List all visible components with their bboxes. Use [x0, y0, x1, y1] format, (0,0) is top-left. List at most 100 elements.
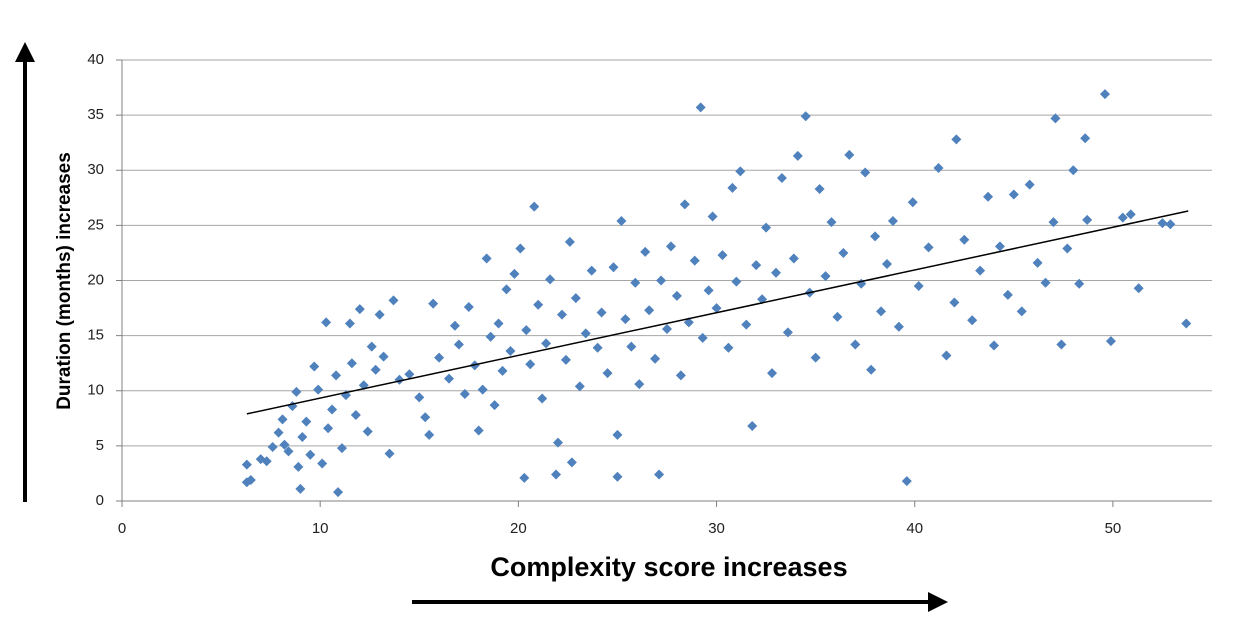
data-point [893, 321, 904, 332]
y-axis-label: Duration (months) increases [54, 152, 75, 410]
data-point [1008, 189, 1019, 200]
data-point [317, 458, 328, 469]
data-point [941, 350, 952, 361]
x-arrow [412, 592, 948, 612]
data-point [541, 338, 552, 349]
data-point [717, 250, 728, 261]
data-point [975, 265, 986, 276]
data-point [662, 324, 672, 335]
x-tick-label: 10 [312, 520, 329, 537]
x-tick-label: 50 [1105, 520, 1122, 537]
data-point [245, 475, 256, 486]
data-point [820, 271, 831, 282]
data-point [1068, 165, 1079, 176]
data-point [428, 298, 439, 309]
data-point [741, 319, 752, 330]
data-point [297, 432, 308, 443]
data-point [1024, 179, 1035, 190]
data-point [650, 353, 661, 364]
data-point [350, 410, 361, 421]
data-point [444, 373, 454, 384]
x-axis-label: Complexity score increases [490, 552, 847, 582]
data-point [1050, 113, 1061, 124]
data-point [1002, 289, 1013, 300]
data-point [473, 425, 484, 436]
data-point [866, 364, 877, 375]
data-point [1056, 339, 1067, 350]
y-tick-label: 5 [96, 437, 104, 454]
data-point [564, 236, 575, 247]
x-tick-label: 30 [708, 520, 725, 537]
data-point [860, 167, 871, 178]
data-point [586, 265, 597, 276]
data-point [907, 197, 918, 208]
data-point [556, 309, 567, 320]
data-point [731, 276, 742, 287]
data-point [344, 318, 355, 329]
data-point [533, 299, 544, 310]
data-point [493, 318, 504, 329]
data-point [321, 317, 332, 328]
data-point [459, 389, 470, 400]
data-point [901, 476, 912, 487]
y-tick-label: 10 [87, 382, 104, 399]
data-point [362, 426, 373, 437]
data-point [826, 217, 837, 228]
data-point [309, 361, 320, 372]
data-point [695, 102, 706, 113]
data-point [844, 149, 855, 160]
data-point [959, 234, 970, 245]
data-point [273, 427, 284, 438]
data-point [505, 346, 516, 357]
y-tick-label: 0 [96, 492, 104, 509]
data-point [305, 449, 316, 460]
y-arrow [15, 42, 35, 502]
data-point [832, 311, 843, 322]
data-point [420, 412, 431, 423]
data-point [735, 166, 746, 177]
data-point [723, 342, 734, 353]
data-point [509, 268, 520, 279]
data-point [1062, 243, 1073, 254]
data-point [1099, 89, 1110, 100]
data-point [640, 246, 651, 257]
data-point [515, 243, 526, 254]
data-point [1165, 219, 1176, 230]
y-tick-label: 20 [87, 271, 104, 288]
data-point [333, 487, 344, 498]
data-point [313, 384, 324, 395]
data-point [751, 260, 762, 271]
data-point [519, 472, 530, 483]
data-point [301, 416, 312, 427]
data-point [424, 429, 435, 440]
data-point [838, 247, 849, 258]
data-point [630, 277, 641, 288]
data-point [747, 421, 758, 432]
data-point [463, 301, 474, 312]
data-point [374, 309, 385, 320]
data-point [761, 222, 772, 233]
data-point [346, 358, 357, 369]
data-point [703, 285, 714, 296]
data-point [1016, 306, 1027, 317]
data-point [489, 400, 500, 411]
data-point [1181, 318, 1192, 329]
data-point [967, 315, 978, 326]
data-point [261, 456, 272, 467]
data-point [810, 352, 821, 363]
data-point [620, 314, 631, 325]
data-point [384, 448, 395, 459]
data-point [933, 163, 944, 174]
data-point [434, 352, 445, 363]
data-point [602, 368, 613, 379]
data-point [283, 446, 294, 457]
data-point [727, 182, 738, 193]
data-point [870, 231, 881, 242]
trendline [246, 210, 1189, 415]
data-point [1082, 214, 1093, 225]
data-point [366, 341, 377, 352]
data-point [449, 320, 460, 331]
data-point [876, 306, 887, 317]
data-point [370, 364, 381, 375]
